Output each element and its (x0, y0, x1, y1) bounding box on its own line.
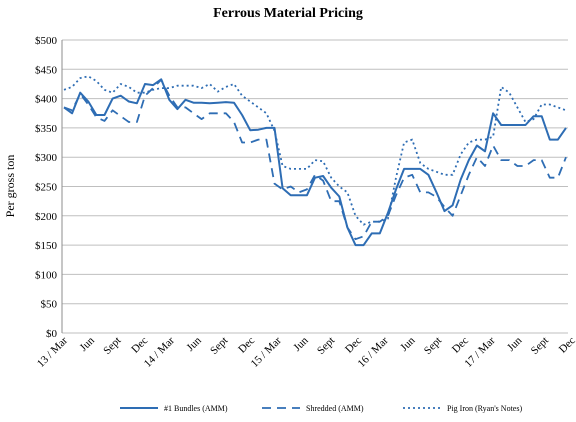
x-tick-label: 16 / Mar (355, 334, 391, 370)
y-tick-label: $150 (35, 240, 58, 252)
x-tick-label: Jun (505, 334, 525, 354)
y-tick-labels: $0 $50 $100 $150 $200 $250 $300 $350 $400 $450 $50… (35, 35, 58, 340)
y-tick-label: $50 (41, 299, 58, 311)
series-line-1 (63, 78, 567, 247)
y-tick-label: $200 (35, 211, 58, 223)
x-tick-label: Jun (184, 334, 204, 354)
series-line-3 (63, 75, 567, 226)
gridlines (62, 39, 568, 334)
y-tick-label: $500 (35, 35, 58, 47)
chart-title: Ferrous Material Pricing (213, 6, 363, 21)
y-tick-label: $100 (35, 269, 58, 281)
x-tick-label: Dec (236, 335, 257, 356)
legend: #1 Bundles (AMM) Shredded (AMM) Pig Iron (… (120, 404, 522, 413)
y-tick-label: $350 (35, 123, 58, 135)
x-tick-label: Dec (343, 335, 364, 356)
x-tick-label: Jun (398, 334, 418, 354)
x-tick-label: Dec (450, 335, 471, 356)
x-tick-label: 15 / Mar (249, 334, 285, 370)
y-tick-label: $400 (35, 94, 58, 106)
x-tick-label: Sept (208, 335, 230, 357)
x-tick-label: Dec (557, 335, 576, 356)
y-tick-label: $250 (35, 182, 58, 194)
x-tick-label: Sept (101, 335, 123, 357)
x-tick-label: 14 / Mar (142, 334, 178, 370)
x-tick-label: Jun (291, 334, 311, 354)
x-tick-label: Jun (78, 334, 98, 354)
x-tick-label: 17 / Mar (462, 334, 498, 370)
series-lines (63, 75, 567, 247)
y-tick-label: $300 (35, 152, 58, 164)
x-tick-label: Sept (422, 335, 444, 357)
y-axis-label: Per gross ton (3, 155, 17, 218)
x-tick-label: Sept (315, 335, 337, 357)
legend-label: Pig Iron (Ryan's Notes) (447, 404, 522, 413)
y-tick-label: $0 (46, 328, 58, 340)
legend-label: #1 Bundles (AMM) (164, 404, 228, 413)
y-tick-label: $450 (35, 64, 58, 76)
legend-label: Shredded (AMM) (306, 404, 364, 413)
x-tick-label: Sept (529, 335, 551, 357)
series-line-2 (63, 78, 567, 241)
x-tick-label: Dec (129, 335, 150, 356)
